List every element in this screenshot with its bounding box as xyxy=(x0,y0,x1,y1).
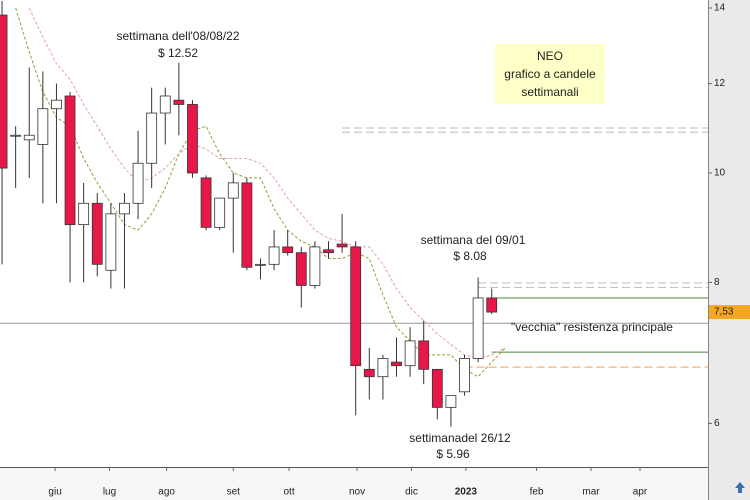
candle-body xyxy=(146,112,158,164)
candle-body xyxy=(336,243,348,248)
candle-body xyxy=(323,249,334,254)
title-line: NEO xyxy=(537,49,563,63)
candle-body xyxy=(255,263,266,266)
x-tick-label: giu xyxy=(48,487,61,498)
x-tick-label: apr xyxy=(633,487,648,498)
candle-body xyxy=(268,246,280,265)
title-line: settimanali xyxy=(521,85,578,99)
x-tick-label: mar xyxy=(582,487,600,498)
candle-body xyxy=(486,297,498,313)
x-tick-label: 2023 xyxy=(455,487,478,498)
candle-body xyxy=(51,99,62,110)
candle-body xyxy=(227,182,239,199)
candle-body xyxy=(91,202,103,265)
last-price-tag xyxy=(709,305,750,320)
annotation: "vecchia" resistenza principale xyxy=(511,320,673,334)
annotation: settimanadel 26/12 xyxy=(409,431,511,445)
moving-average xyxy=(28,7,506,360)
x-tick-label: nov xyxy=(349,487,365,498)
candle-body xyxy=(241,182,253,268)
x-tick-label: dic xyxy=(405,487,418,498)
annotation: $ 8.08 xyxy=(453,249,487,263)
candle-body xyxy=(105,213,117,271)
candle-body xyxy=(159,95,171,114)
candle-body xyxy=(282,246,294,254)
moving-average xyxy=(15,7,506,378)
candle-body xyxy=(173,99,185,105)
candle-body xyxy=(119,202,130,215)
bottom-axis-panel xyxy=(0,468,708,500)
candle-body xyxy=(445,395,457,408)
title-line: grafico a candele xyxy=(504,67,596,81)
candle-body xyxy=(132,162,144,204)
annotation: settimana dell'08/08/22 xyxy=(116,29,239,43)
candle-body xyxy=(187,104,198,174)
candle-body xyxy=(459,358,470,393)
candle-body xyxy=(214,197,226,228)
last-price-label: 7,53 xyxy=(714,307,734,318)
candle-body xyxy=(295,252,307,286)
candle-body xyxy=(200,177,212,228)
title-box xyxy=(495,44,605,104)
candle-body xyxy=(472,297,484,359)
candle-body xyxy=(37,108,49,145)
annotation: $ 5.96 xyxy=(436,447,470,461)
y-tick-label: 14 xyxy=(714,3,726,14)
annotation: $ 12.52 xyxy=(158,46,198,60)
candle-body xyxy=(64,95,76,226)
x-tick-label: ott xyxy=(283,487,294,498)
x-tick-label: feb xyxy=(530,487,544,498)
candle-body xyxy=(431,368,443,408)
y-tick-label: 8 xyxy=(714,277,720,288)
candle-body xyxy=(404,340,416,367)
candle-body xyxy=(309,246,321,286)
candle-body xyxy=(363,368,375,378)
right-axis-panel xyxy=(708,0,750,500)
candle-body xyxy=(350,246,362,367)
candle-body xyxy=(377,358,389,378)
candle-body xyxy=(0,14,8,169)
scroll-icon[interactable] xyxy=(735,482,745,493)
candle-body xyxy=(10,134,22,137)
candle-body xyxy=(418,340,430,370)
y-tick-label: 6 xyxy=(714,418,720,429)
candle-body xyxy=(78,202,90,226)
x-tick-label: lug xyxy=(103,487,116,498)
x-tick-label: set xyxy=(227,487,241,498)
y-tick-label: 12 xyxy=(714,78,726,89)
candle-body xyxy=(23,134,35,141)
x-tick-label: ago xyxy=(158,487,175,498)
y-tick-label: 10 xyxy=(714,168,726,179)
candle-body xyxy=(391,361,402,367)
annotation: settimana del 09/01 xyxy=(421,233,526,247)
